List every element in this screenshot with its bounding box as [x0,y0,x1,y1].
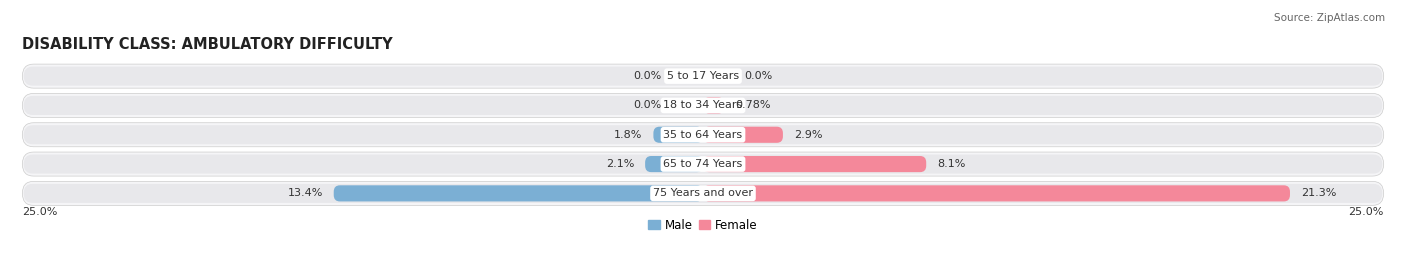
FancyBboxPatch shape [24,67,1382,86]
FancyBboxPatch shape [22,123,1384,147]
FancyBboxPatch shape [654,127,703,143]
Text: Source: ZipAtlas.com: Source: ZipAtlas.com [1274,13,1385,23]
FancyBboxPatch shape [24,155,1382,174]
FancyBboxPatch shape [703,185,1289,202]
FancyBboxPatch shape [22,64,1384,88]
Legend: Male, Female: Male, Female [644,214,762,236]
FancyBboxPatch shape [645,156,703,172]
Text: 18 to 34 Years: 18 to 34 Years [664,100,742,110]
FancyBboxPatch shape [24,96,1382,115]
Text: 21.3%: 21.3% [1301,188,1336,198]
FancyBboxPatch shape [24,184,1382,203]
Text: 65 to 74 Years: 65 to 74 Years [664,159,742,169]
FancyBboxPatch shape [22,181,1384,205]
FancyBboxPatch shape [703,97,724,114]
Text: 35 to 64 Years: 35 to 64 Years [664,130,742,140]
Text: 0.0%: 0.0% [634,100,662,110]
FancyBboxPatch shape [333,185,703,202]
FancyBboxPatch shape [703,156,927,172]
Text: 25.0%: 25.0% [1348,207,1384,217]
Text: 75 Years and over: 75 Years and over [652,188,754,198]
Text: 2.9%: 2.9% [794,130,823,140]
FancyBboxPatch shape [22,152,1384,176]
Text: 0.0%: 0.0% [744,71,772,81]
Text: 1.8%: 1.8% [614,130,643,140]
Text: 5 to 17 Years: 5 to 17 Years [666,71,740,81]
Text: 8.1%: 8.1% [938,159,966,169]
FancyBboxPatch shape [24,125,1382,144]
Text: 0.0%: 0.0% [634,71,662,81]
FancyBboxPatch shape [22,94,1384,117]
Text: 13.4%: 13.4% [287,188,323,198]
Text: 2.1%: 2.1% [606,159,634,169]
Text: 25.0%: 25.0% [22,207,58,217]
FancyBboxPatch shape [703,127,783,143]
Text: 0.78%: 0.78% [735,100,770,110]
Text: DISABILITY CLASS: AMBULATORY DIFFICULTY: DISABILITY CLASS: AMBULATORY DIFFICULTY [22,36,392,51]
